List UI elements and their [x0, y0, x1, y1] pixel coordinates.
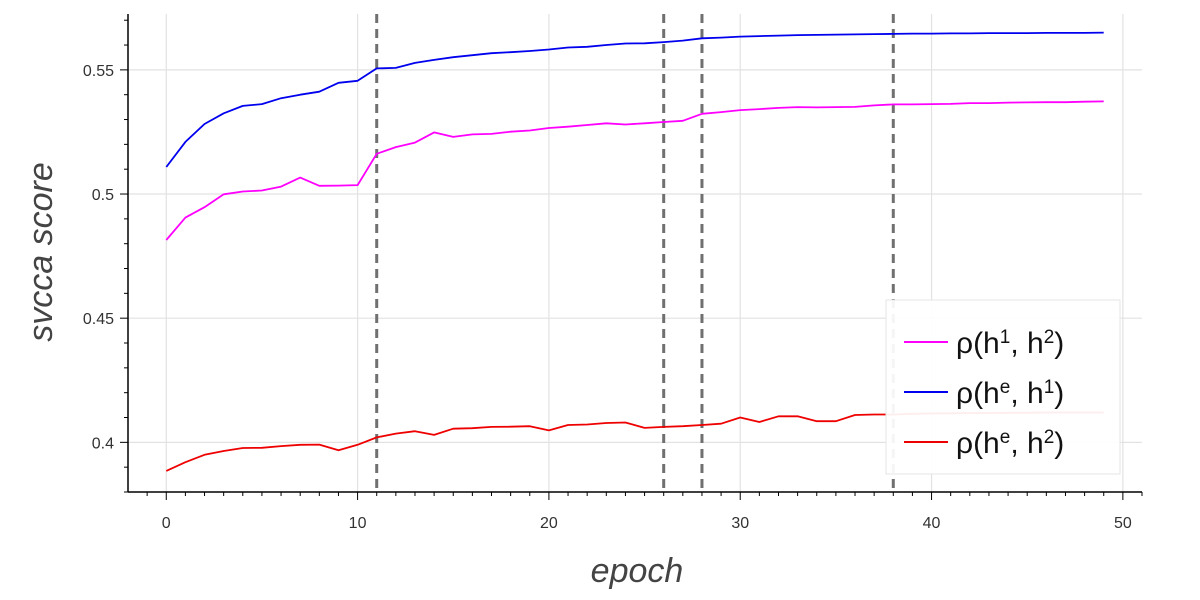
series-line: [165, 100, 1104, 241]
legend-label: ρ(he, h1): [956, 377, 1064, 411]
y-tick-label: 0.5: [92, 187, 114, 204]
legend-box: [885, 299, 1121, 475]
y-tick-label: 0.4: [92, 435, 114, 452]
grid: [128, 14, 1142, 492]
legend: ρ(h1, h2) ρ(he, h1) ρ(he, h2): [885, 299, 1121, 475]
x-tick-label: 0: [162, 515, 171, 532]
legend-label: ρ(h1, h2): [956, 327, 1064, 361]
tick-labels: 0 10 20 30 40 50 0.4 0.45 0.5 0.55: [83, 63, 1132, 532]
series-line: [165, 31, 1104, 168]
x-tick-label: 10: [349, 515, 367, 532]
x-tick-label: 50: [1114, 515, 1132, 532]
x-tick-label: 40: [923, 515, 941, 532]
y-axis-title: svcca score: [22, 162, 60, 342]
legend-label: ρ(he, h2): [956, 427, 1064, 461]
x-tick-label: 20: [540, 515, 558, 532]
axes: [120, 14, 1143, 500]
y-tick-label: 0.45: [83, 311, 114, 328]
y-tick-label: 0.55: [83, 63, 114, 80]
x-axis-title: epoch: [591, 552, 684, 590]
x-tick-label: 30: [731, 515, 749, 532]
